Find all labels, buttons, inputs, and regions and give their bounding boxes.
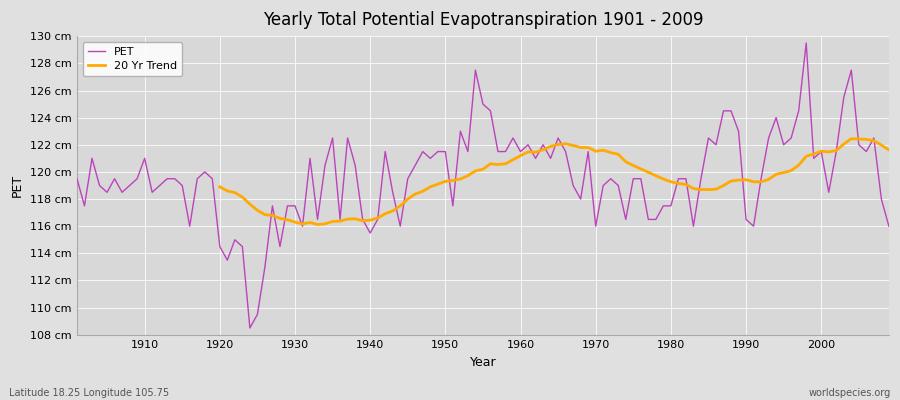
PET — [304, 156, 315, 161]
Line: PET: PET — [77, 43, 889, 328]
PET — [350, 163, 361, 168]
20 Yr Trend — [508, 157, 518, 162]
Line: 20 Yr Trend: 20 Yr Trend — [220, 139, 889, 224]
20 Yr Trend — [606, 150, 616, 155]
Text: Latitude 18.25 Longitude 105.75: Latitude 18.25 Longitude 105.75 — [9, 388, 169, 398]
Legend: PET, 20 Yr Trend: PET, 20 Yr Trend — [83, 42, 183, 76]
PET — [72, 176, 83, 181]
PET — [515, 149, 526, 154]
PET — [613, 183, 624, 188]
PET — [884, 224, 895, 229]
Y-axis label: PET: PET — [11, 174, 24, 197]
20 Yr Trend — [884, 148, 895, 152]
PET — [801, 41, 812, 46]
20 Yr Trend — [297, 222, 308, 226]
20 Yr Trend — [515, 153, 526, 158]
Text: worldspecies.org: worldspecies.org — [809, 388, 891, 398]
X-axis label: Year: Year — [470, 356, 496, 369]
PET — [245, 326, 256, 330]
PET — [131, 176, 142, 181]
20 Yr Trend — [342, 217, 353, 222]
Title: Yearly Total Potential Evapotranspiration 1901 - 2009: Yearly Total Potential Evapotranspiratio… — [263, 11, 703, 29]
PET — [523, 142, 534, 147]
